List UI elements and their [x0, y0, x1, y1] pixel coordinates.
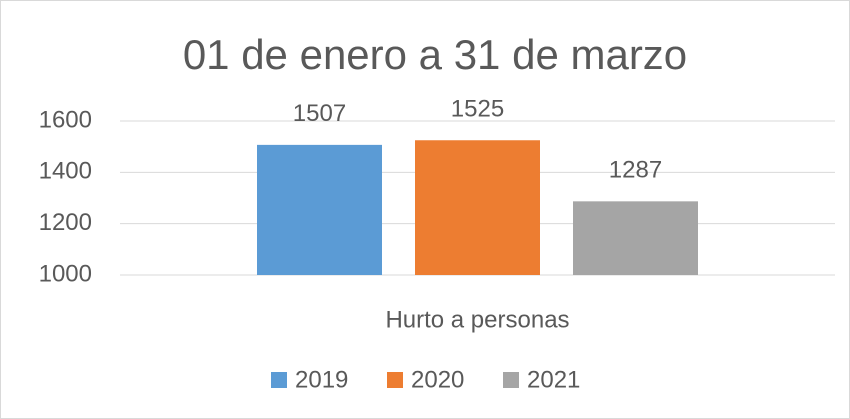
legend-label: 2019 [295, 366, 348, 393]
legend-label: 2020 [411, 366, 464, 393]
bar [415, 140, 540, 275]
legend-label: 2021 [527, 366, 580, 393]
legend-swatch [387, 372, 403, 388]
legend-swatch [503, 372, 519, 388]
x-tick-label: Hurto a personas [385, 306, 569, 333]
bar [257, 144, 382, 275]
chart-title: 01 de enero a 31 de marzo [183, 31, 687, 78]
y-tick-label: 1200 [39, 209, 92, 236]
y-tick-label: 1400 [39, 158, 92, 185]
data-label: 1287 [609, 157, 662, 184]
legend-swatch [271, 372, 287, 388]
data-label: 1525 [451, 96, 504, 123]
data-label: 1507 [293, 100, 346, 127]
y-tick-label: 1600 [39, 106, 92, 133]
bar [573, 201, 698, 275]
y-tick-label: 1000 [39, 260, 92, 287]
